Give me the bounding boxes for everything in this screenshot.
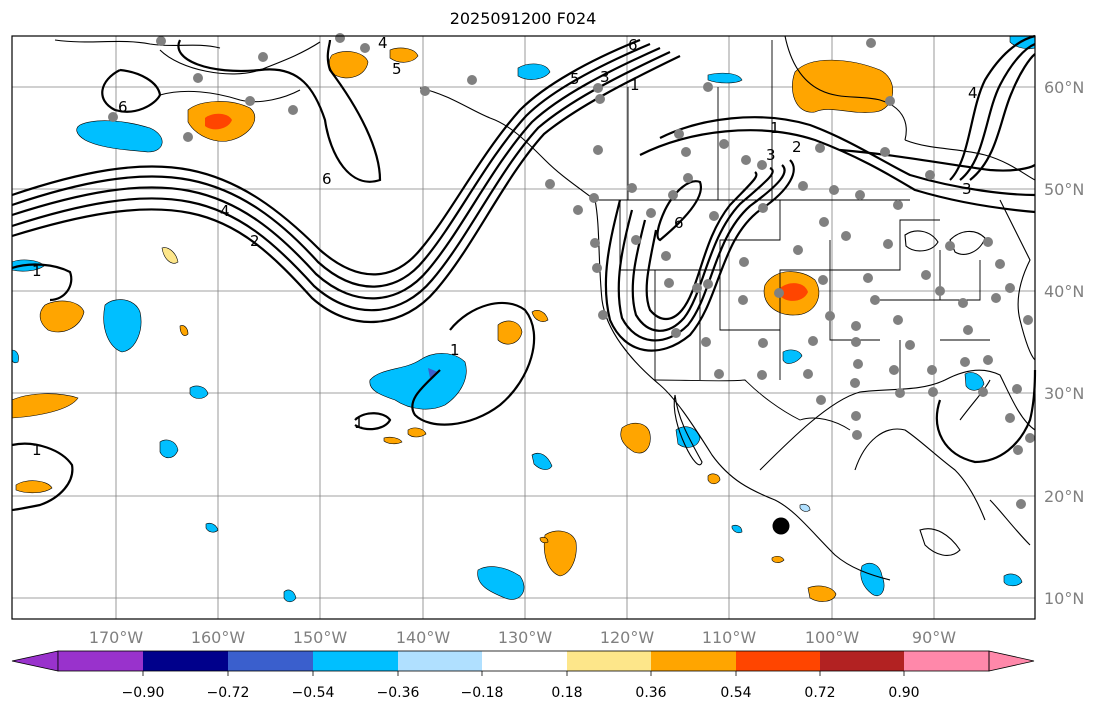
anomaly-pacific-negative xyxy=(369,353,467,410)
colorbar-segment xyxy=(58,651,143,671)
colorbar-segment xyxy=(904,651,989,671)
contour-label: 5 xyxy=(570,70,580,88)
colorbar-segment xyxy=(651,651,736,671)
contour-labels: 1 1 1 1 1 1 2 2 3 3 3 4 4 4 5 5 6 6 6 6 xyxy=(32,34,978,459)
contour-label: 1 xyxy=(630,76,640,94)
lat-label: 40°N xyxy=(1044,282,1084,301)
contour-label: 1 xyxy=(450,341,460,359)
colorbar-segment xyxy=(482,651,567,671)
contour-label: 6 xyxy=(322,170,332,188)
colorbar-min-arrow xyxy=(11,650,59,672)
station-dots xyxy=(108,33,1035,509)
contour-label: 2 xyxy=(792,138,802,156)
colorbar-segment xyxy=(736,651,820,671)
contour-label: 4 xyxy=(378,34,388,52)
colorbar-segment xyxy=(143,651,228,671)
colorbar-tick-label: −0.18 xyxy=(461,685,504,701)
colorbar-tick-label: −0.54 xyxy=(292,685,335,701)
lat-label: 10°N xyxy=(1044,589,1084,608)
lon-label: 130°W xyxy=(498,628,553,647)
map-title: 2025091200 F024 xyxy=(449,9,597,28)
colorbar-max-arrow xyxy=(988,650,1035,672)
contour-label: 5 xyxy=(392,60,402,78)
colorbar-segment xyxy=(567,651,651,671)
contour-label: 1 xyxy=(32,262,42,280)
colorbar-tick-label: 0.18 xyxy=(551,685,582,701)
map-background xyxy=(12,36,1035,619)
colorbar-segment xyxy=(313,651,398,671)
contour-label: 6 xyxy=(674,214,684,232)
lon-label: 120°W xyxy=(600,628,655,647)
contour-label: 1 xyxy=(32,441,42,459)
colorbar-segment xyxy=(398,651,482,671)
colorbar-segment xyxy=(228,651,313,671)
storm-center-marker xyxy=(772,517,790,535)
contour-label: 2 xyxy=(250,232,260,250)
lon-label: 140°W xyxy=(396,628,451,647)
shaded-anomalies xyxy=(11,35,1036,603)
colorbar-tick-label: −0.36 xyxy=(377,685,420,701)
lon-label: 100°W xyxy=(805,628,860,647)
lat-label: 50°N xyxy=(1044,180,1084,199)
contour-label: 1 xyxy=(354,414,364,432)
contour-label: 1 xyxy=(770,119,780,137)
latitude-labels: 60°N 50°N 40°N 30°N 20°N 10°N xyxy=(1044,78,1084,608)
contour-label: 3 xyxy=(766,146,776,164)
lon-label: 150°W xyxy=(293,628,348,647)
lat-label: 60°N xyxy=(1044,78,1084,97)
colorbar-tick-label: −0.90 xyxy=(122,685,165,701)
contour-label: 4 xyxy=(968,84,978,102)
colorbar-tick-label: 0.72 xyxy=(804,685,835,701)
colorbar-tick-label: −0.72 xyxy=(207,685,250,701)
contour-label: 6 xyxy=(628,36,638,54)
longitude-labels: 170°W 160°W 150°W 140°W 130°W 120°W 110°… xyxy=(89,628,956,647)
height-contours xyxy=(11,34,1037,512)
colorbar: −0.90 −0.72 −0.54 −0.36 −0.18 0.18 0.36 … xyxy=(11,650,1035,701)
contour-label: 4 xyxy=(220,202,230,220)
lat-label: 30°N xyxy=(1044,384,1084,403)
lon-label: 110°W xyxy=(702,628,757,647)
contour-label: 3 xyxy=(962,180,972,198)
colorbar-tick-label: 0.36 xyxy=(635,685,666,701)
colorbar-tick-label: 0.90 xyxy=(888,685,919,701)
colorbar-segment xyxy=(820,651,904,671)
lat-label: 20°N xyxy=(1044,487,1084,506)
gridlines xyxy=(12,36,1035,619)
contour-label: 3 xyxy=(600,68,610,86)
lon-label: 160°W xyxy=(191,628,246,647)
lon-label: 90°W xyxy=(912,628,956,647)
map-frame xyxy=(11,35,1036,620)
contour-label: 6 xyxy=(118,98,128,116)
lon-label: 170°W xyxy=(89,628,144,647)
anomaly-hudson-positive xyxy=(792,59,894,113)
colorbar-tick-label: 0.54 xyxy=(720,685,751,701)
